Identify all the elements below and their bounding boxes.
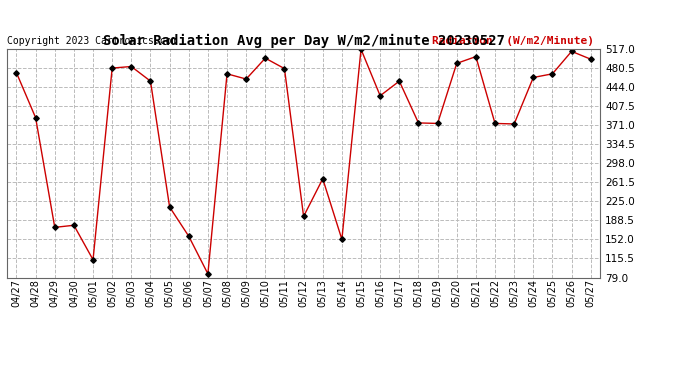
Radiation  (W/m2/Minute) (414, 121, 422, 125)
Radiation  (W/m2/Minute) (529, 75, 538, 80)
Radiation  (W/m2/Minute) (262, 56, 270, 60)
Radiation  (W/m2/Minute) (89, 258, 97, 262)
Title: Solar Radiation Avg per Day W/m2/minute 20230527: Solar Radiation Avg per Day W/m2/minute … (103, 33, 504, 48)
Radiation  (W/m2/Minute) (242, 77, 250, 81)
Text: Radiation  (W/m2/Minute): Radiation (W/m2/Minute) (433, 36, 594, 46)
Radiation  (W/m2/Minute) (453, 61, 461, 66)
Radiation  (W/m2/Minute) (50, 225, 59, 230)
Radiation  (W/m2/Minute) (223, 72, 231, 76)
Radiation  (W/m2/Minute) (510, 122, 518, 126)
Radiation  (W/m2/Minute) (567, 49, 575, 54)
Radiation  (W/m2/Minute) (549, 72, 557, 76)
Radiation  (W/m2/Minute) (146, 79, 155, 83)
Radiation  (W/m2/Minute) (337, 237, 346, 242)
Radiation  (W/m2/Minute) (280, 66, 288, 71)
Line: Radiation  (W/m2/Minute): Radiation (W/m2/Minute) (14, 47, 593, 276)
Radiation  (W/m2/Minute) (32, 116, 40, 120)
Radiation  (W/m2/Minute) (491, 121, 499, 126)
Radiation  (W/m2/Minute) (108, 66, 117, 70)
Radiation  (W/m2/Minute) (472, 54, 480, 59)
Radiation  (W/m2/Minute) (127, 64, 135, 69)
Radiation  (W/m2/Minute) (433, 121, 442, 126)
Text: Copyright 2023 Cartronics.com: Copyright 2023 Cartronics.com (7, 36, 177, 46)
Radiation  (W/m2/Minute) (586, 57, 595, 62)
Radiation  (W/m2/Minute) (12, 70, 21, 75)
Radiation  (W/m2/Minute) (319, 177, 327, 181)
Radiation  (W/m2/Minute) (185, 234, 193, 238)
Radiation  (W/m2/Minute) (204, 272, 212, 276)
Radiation  (W/m2/Minute) (395, 79, 404, 83)
Radiation  (W/m2/Minute) (166, 205, 174, 209)
Radiation  (W/m2/Minute) (357, 47, 365, 51)
Radiation  (W/m2/Minute) (70, 223, 78, 228)
Radiation  (W/m2/Minute) (376, 93, 384, 98)
Radiation  (W/m2/Minute) (299, 214, 308, 219)
